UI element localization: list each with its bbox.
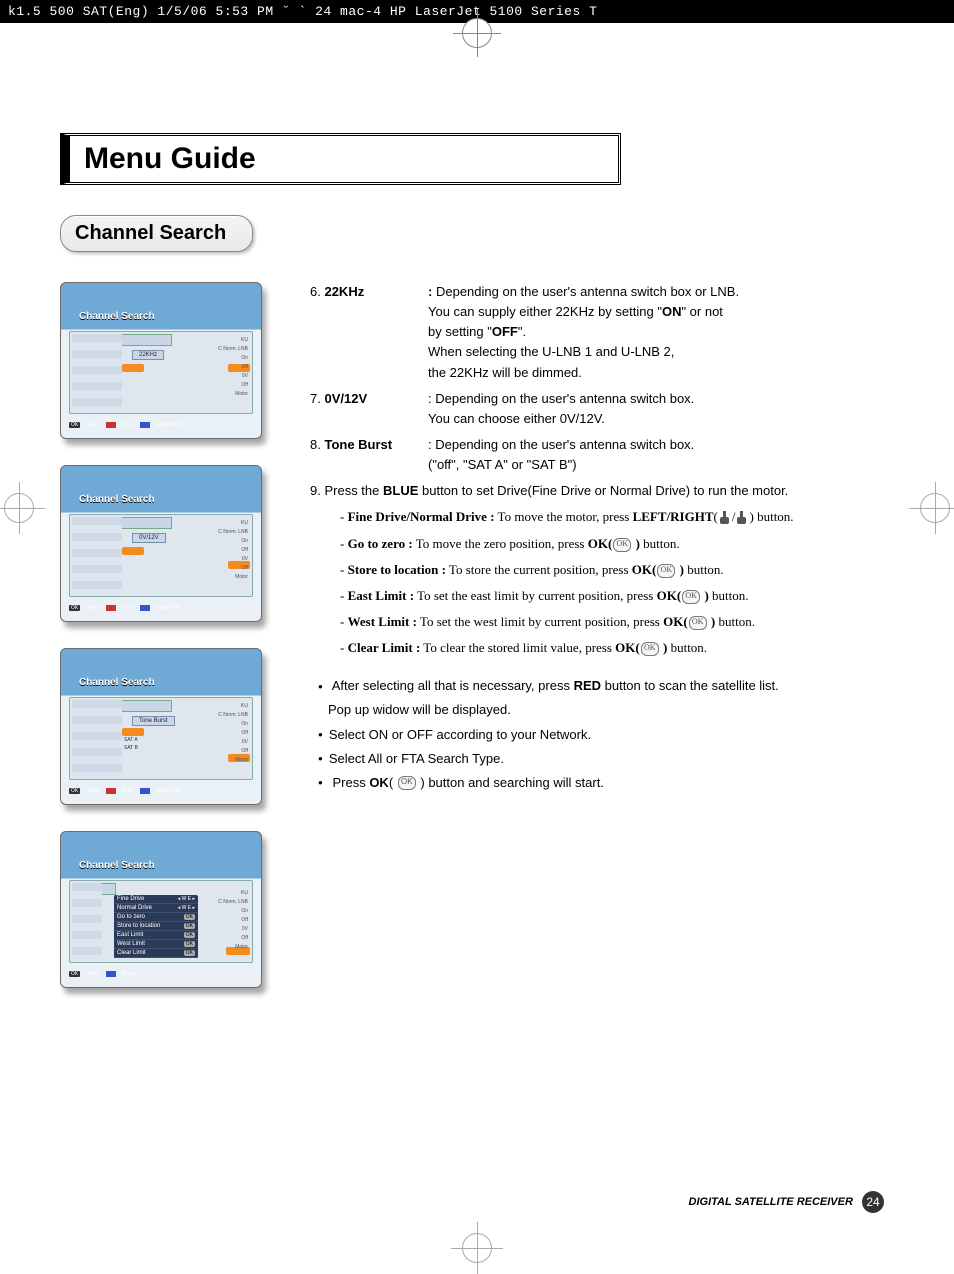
screenshot-drive-menu: Channel Search Asiasat Fine Drive◂ W E ▸… [60,831,262,988]
sub-store-location: - Store to location : To store the curre… [340,560,894,580]
screenshot-0v12v: Channel Search Asiasat 2 (100.5 E) 0V/12… [60,465,262,622]
item-0v12v: 7. 0V/12V : Depending on the user's ante… [310,389,894,429]
ok-icon: OK [689,616,707,630]
item-blue-drive: 9. Press the BLUE button to set Drive(Fi… [310,481,894,501]
page-title: Menu Guide [84,142,604,176]
page-number-badge: 24 [862,1191,884,1213]
instruction-text: 6. 22KHz : Depending on the user's anten… [310,282,894,797]
sub-west-limit: - West Limit : To set the west limit by … [340,612,894,632]
hand-left-icon [719,511,731,525]
item-22khz: 6. 22KHz : Depending on the user's anten… [310,282,894,383]
bullet-red-scan: After selecting all that is necessary, p… [318,676,894,696]
screenshot-22khz: Channel Search Asiasat 2 (100.5 E) 22KHz… [60,282,262,439]
ok-icon: OK [398,776,416,790]
hand-right-icon [736,511,748,525]
screenshot-column: Channel Search Asiasat 2 (100.5 E) 22KHz… [60,282,280,988]
sub-east-limit: - East Limit : To set the east limit by … [340,586,894,606]
crop-mark-icon [920,493,950,523]
sub-fine-drive: - Fine Drive/Normal Drive : To move the … [340,507,894,527]
crop-mark-icon [462,1233,492,1263]
crop-mark-icon [4,493,34,523]
page-footer: DIGITAL SATELLITE RECEIVER 24 [689,1191,884,1213]
screenshot-toneburst: Channel Search Asiasat 2 (100.5 E) Tone … [60,648,262,805]
page-title-block: Menu Guide [60,133,621,185]
bullet-press-ok: Press OK( OK ) button and searching will… [318,773,894,793]
bullet-popup-note: Pop up widow will be displayed. [328,700,894,720]
sub-clear-limit: - Clear Limit : To clear the stored limi… [340,638,894,658]
section-heading: Channel Search [60,215,253,252]
ok-icon: OK [682,590,700,604]
bullet-search-type: Select All or FTA Search Type. [318,749,894,769]
ok-icon: OK [657,564,675,578]
print-job-text: k1.5 500 SAT(Eng) 1/5/06 5:53 PM ˘ ` 24 … [8,4,597,19]
item-toneburst: 8. Tone Burst : Depending on the user's … [310,435,894,475]
bullet-network: Select ON or OFF according to your Netwo… [318,725,894,745]
ok-icon: OK [641,642,659,656]
sub-go-to-zero: - Go to zero : To move the zero position… [340,534,894,554]
footer-label: DIGITAL SATELLITE RECEIVER [689,1196,853,1208]
drive-popup-menu: Fine Drive◂ W E ▸ Normal Drive◂ W E ▸ Go… [114,895,198,958]
bullet-list: After selecting all that is necessary, p… [310,676,894,793]
ok-icon: OK [613,538,631,552]
